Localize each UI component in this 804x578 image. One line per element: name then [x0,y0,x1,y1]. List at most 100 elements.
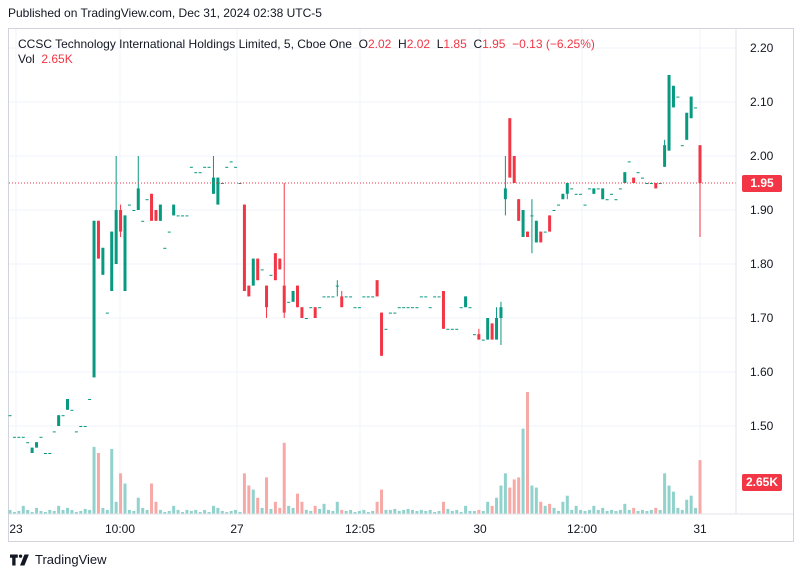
candle-body [211,177,215,194]
candle-body [269,274,273,276]
candle-body [163,247,167,249]
volume-bar [362,509,366,514]
candle-body [397,307,401,309]
volume-bar [101,507,105,514]
candle-body [225,166,229,168]
candle-body [123,215,127,291]
candle-body [676,96,680,98]
volume-bar [251,489,255,514]
low-value: 1.85 [443,37,467,51]
candle-body [30,447,34,453]
candle-body [35,442,39,448]
candle-body [8,415,12,417]
volume-bar [12,511,16,514]
high-value: 2.02 [406,37,431,51]
y-tick-label: 2.00 [750,149,774,163]
volume-bar [70,509,74,514]
volume-bar [242,473,246,514]
candle-body [587,188,591,190]
candle-body [88,399,92,400]
candle-body [685,112,689,140]
candle-body [543,231,547,233]
volume-bar [371,510,375,514]
candle-body [517,199,521,221]
candle-body [384,328,388,330]
candle-body [12,436,16,438]
volume-bar [194,509,198,514]
volume-bar [189,510,193,514]
volume-bar [132,510,136,514]
volume-bar [154,501,158,514]
chart-frame [8,28,794,542]
grid [9,29,736,514]
candle-body [21,436,25,438]
candle-body [680,145,684,147]
candle-body [349,296,353,298]
x-tick-label: 12:00 [567,522,597,536]
candle-body [48,453,52,454]
candle-body [508,118,512,178]
candle-body [105,312,109,314]
candle-body [74,431,78,433]
volume-bar [552,507,556,514]
close-key: C [473,37,483,51]
volume-bar [357,510,361,514]
volume-bar [96,453,100,514]
volume-bar [499,485,503,514]
volume-bar [220,510,224,514]
candle-body [570,188,574,190]
candle-body [548,215,552,232]
candle-body [402,307,406,309]
volume-bar [570,509,574,514]
candle-body [605,199,609,201]
volume-bar [477,509,481,514]
candle-body [247,285,251,297]
volume-bar [468,510,472,514]
volume-bar [8,509,12,514]
candle-body [375,280,379,297]
candle-body [176,215,180,217]
volume-bar [43,511,47,514]
volume-bar [428,509,432,514]
candle-body [459,307,463,309]
volume-bar [601,507,605,514]
candle-body [300,307,304,318]
candle-body [512,156,516,183]
volume-bar [632,507,636,514]
volume-bar [521,428,525,514]
candle-body [26,442,30,444]
volume-bar [645,510,649,514]
candle-body [561,193,565,200]
last-price-tag: 1.95 [742,174,782,192]
volume-bar [181,511,184,514]
candle-body [127,204,131,206]
candle-body [66,399,69,410]
candle-body [291,291,295,302]
candle-body [539,231,543,243]
volume-value: 2.65K [41,52,73,66]
x-tick-label: 12:05 [345,522,375,536]
candle-body [415,307,419,309]
volume-bar [52,510,56,514]
candle-body [185,215,189,217]
candle-body [194,172,198,174]
volume-bar [30,511,34,514]
volume-bar [300,501,304,514]
candle-body [150,193,154,221]
volume-bar [596,509,600,514]
candle-body [645,183,649,184]
volume-bar [326,509,330,514]
y-tick-label: 1.70 [750,311,774,325]
volume-bar [198,511,202,514]
volume-bar [680,509,684,514]
volume-bar [287,505,291,514]
volume-bar [583,510,587,514]
volume-bar [384,509,388,514]
candle-body [446,328,450,330]
candle-body [203,166,207,168]
x-tick-label: 31 [693,522,707,536]
volume-bar [17,510,21,514]
volume-bar [556,510,560,514]
tradingview-brand[interactable]: TradingView [10,552,107,567]
